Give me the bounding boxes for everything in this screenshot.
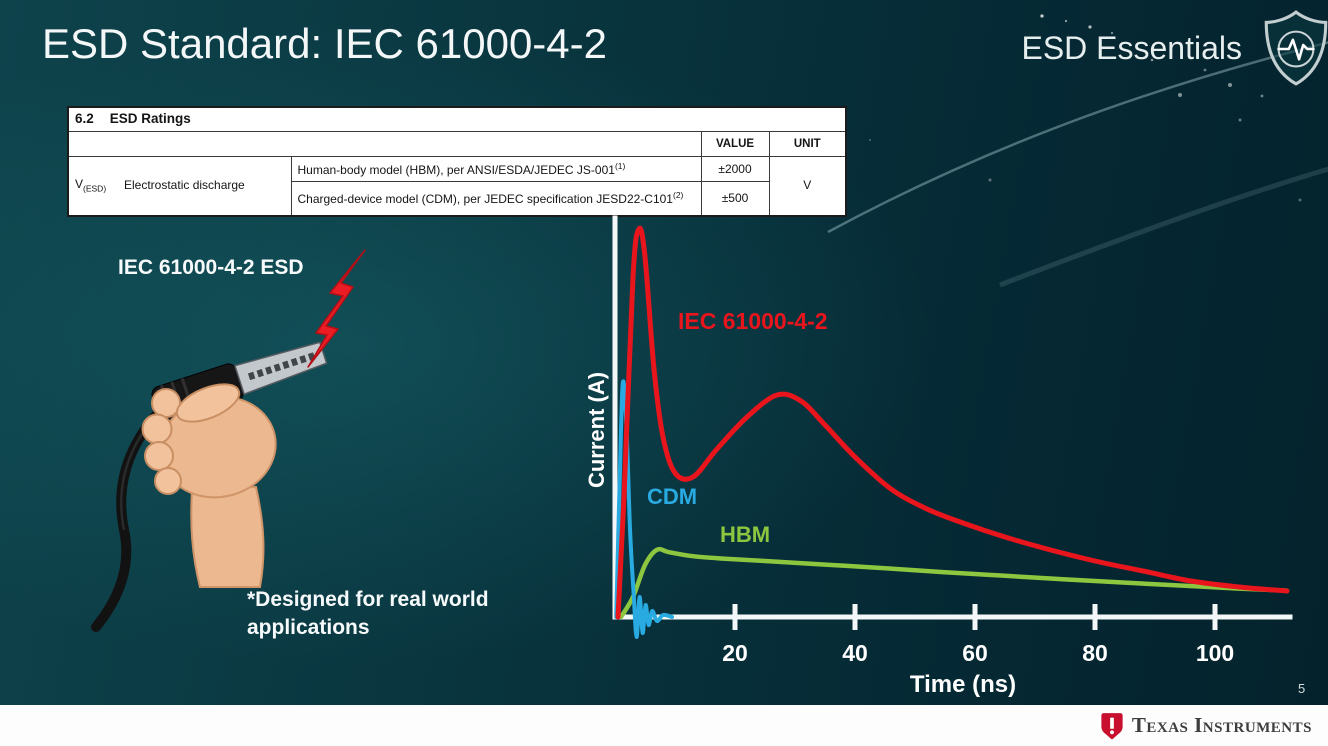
esd-waveform-chart: 20 40 60 80 100 Current (A) Time (ns) IEC 61…	[575, 205, 1315, 705]
connector-shell	[233, 341, 328, 396]
cdm-value-cell: ±500	[700, 181, 770, 216]
page-title: ESD Standard: IEC 61000-4-2	[42, 20, 607, 67]
page-number: 5	[1298, 681, 1306, 696]
hbm-footnote: (1)	[614, 160, 626, 171]
brand-title: ESD Essentials	[1021, 30, 1242, 66]
hand-connector-illustration	[91, 249, 366, 632]
svg-text:20: 20	[722, 640, 748, 666]
unit-cell: V	[768, 156, 847, 216]
cdm-description-cell: Charged-device model (CDM), per JEDEC sp…	[290, 181, 702, 216]
ti-logo: Texas Instruments	[1100, 712, 1312, 740]
table-title-row: 6.2 ESD Ratings	[67, 106, 847, 132]
value-header-cell: VALUE	[700, 131, 770, 157]
ti-logo-text: Texas Instruments	[1131, 713, 1312, 737]
finger	[141, 413, 173, 445]
table-row: V(ESD) Electrostatic discharge Human-bod…	[67, 156, 847, 216]
ti-logo-icon	[1101, 712, 1123, 739]
table-row: Charged-device model (CDM), per JEDEC sp…	[68, 181, 846, 216]
design-note: *Designed for real world applications	[247, 588, 489, 640]
cdm-footnote: (2)	[672, 189, 684, 200]
illustration-caption: IEC 61000-4-2 ESD	[118, 256, 304, 279]
x-axis-label: Time (ns)	[909, 671, 1017, 698]
table-section-heading: 6.2 ESD Ratings	[67, 106, 847, 132]
footer-bar: Texas Instruments	[0, 705, 1328, 746]
lightning-bolt-icon	[307, 249, 366, 368]
iec-series-label: IEC 61000-4-2	[678, 308, 828, 334]
section-number: 6.2	[75, 111, 94, 127]
esd-ratings-table: 6.2 ESD Ratings VALUE UNIT V(ESD) Electro…	[67, 106, 848, 217]
svg-text:40: 40	[842, 640, 868, 666]
cdm-series-label: CDM	[647, 484, 698, 509]
symbol-base: V	[75, 177, 84, 192]
y-axis-label: Current (A)	[584, 371, 609, 489]
svg-text:100: 100	[1196, 640, 1234, 666]
forearm	[190, 485, 265, 588]
hbm-series-label: HBM	[720, 522, 771, 547]
shield-pulse-icon	[1264, 10, 1328, 86]
hbm-value-cell: ±2000	[700, 156, 770, 182]
finger	[151, 388, 181, 418]
hand	[141, 383, 277, 499]
connector-pins	[247, 352, 316, 381]
thumb	[175, 383, 241, 423]
chart-canvas: 20 40 60 80 100	[612, 215, 1293, 666]
symbol-subscript: (ESD)	[83, 183, 107, 194]
svg-text:60: 60	[962, 640, 988, 666]
svg-text:80: 80	[1082, 640, 1108, 666]
parameter-cell: Electrostatic discharge	[118, 156, 292, 216]
hbm-description-cell: Human-body model (HBM), per ANSI/ESDA/JE…	[290, 156, 702, 182]
section-title: ESD Ratings	[109, 111, 191, 127]
unit-header-cell: UNIT	[768, 131, 847, 157]
finger	[154, 467, 182, 495]
finger	[144, 441, 174, 471]
cdm-description: Charged-device model (CDM), per JEDEC sp…	[297, 191, 673, 206]
hbm-description: Human-body model (HBM), per ANSI/ESDA/JE…	[297, 162, 615, 177]
header-spacer-cell	[67, 131, 702, 157]
table-header-row: VALUE UNIT	[67, 131, 847, 157]
symbol-cell: V(ESD)	[67, 156, 118, 216]
